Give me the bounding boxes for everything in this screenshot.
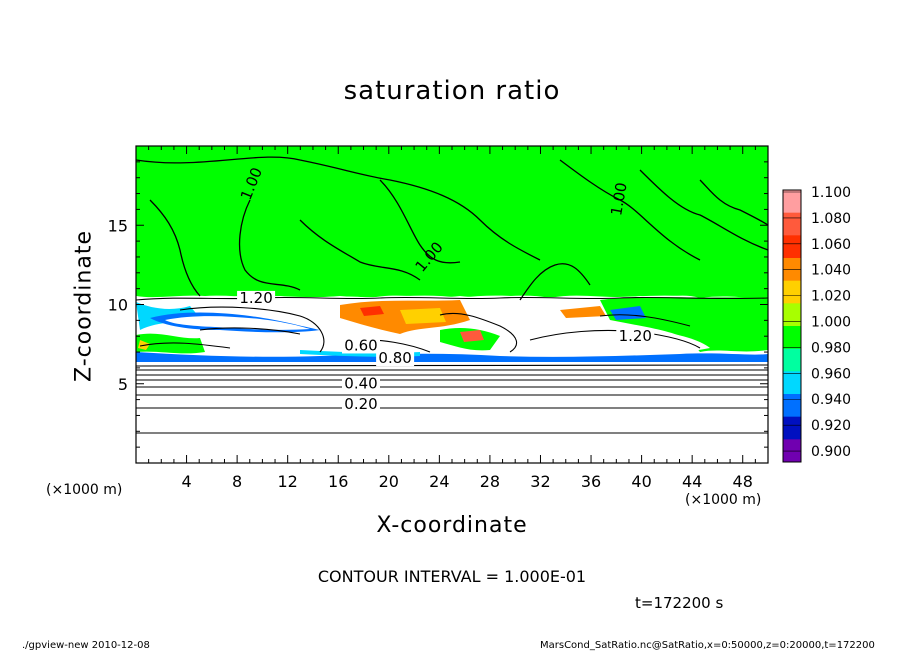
y-axis-label: Z-coordinate xyxy=(71,230,97,382)
colorbar-swatch xyxy=(783,280,801,304)
y-tick-label: 10 xyxy=(108,296,128,315)
colorbar-label: 1.100 xyxy=(811,185,851,201)
region-blue-base xyxy=(136,352,768,362)
colorbar-label: 0.900 xyxy=(811,444,851,460)
contour-label: 1.20 xyxy=(619,327,652,345)
colorbar-swatch xyxy=(783,235,801,259)
colorbar-label: 1.020 xyxy=(811,289,851,305)
region-orange-right xyxy=(560,306,606,318)
y-tick-label: 5 xyxy=(118,375,128,394)
contour-lines-lower xyxy=(136,364,768,434)
region-subsaturated xyxy=(136,362,768,463)
contour-label-bg xyxy=(376,351,415,367)
colorbar-swatch xyxy=(783,326,801,350)
region-yellow-mid xyxy=(400,308,446,324)
contour-label: 0.20 xyxy=(344,395,377,413)
x-tick-label: 12 xyxy=(278,472,298,491)
y-tick-label: 15 xyxy=(108,216,128,235)
contour-label-bg xyxy=(341,397,380,413)
contour-label-bg xyxy=(237,290,276,306)
region-blue-right xyxy=(610,306,646,320)
colorbar-swatch xyxy=(783,212,801,236)
contour-label-bg xyxy=(341,376,380,392)
x-axis-unit: (×1000 m) xyxy=(685,492,762,508)
time-label: t=172200 s xyxy=(635,594,724,612)
x-tick-label: 48 xyxy=(733,472,753,491)
colorbar-label: 0.980 xyxy=(811,340,851,356)
x-tick-label: 20 xyxy=(379,472,399,491)
colorbar-label: 1.000 xyxy=(811,315,851,331)
colorbar-label: 1.060 xyxy=(811,237,851,253)
colorbar-label: 0.920 xyxy=(811,418,851,434)
contour-label: 0.40 xyxy=(344,375,377,393)
colorbar-swatch xyxy=(783,190,801,214)
colorbar-swatch xyxy=(783,394,801,418)
contour-label: 0.60 xyxy=(344,336,377,354)
colorbar-swatch xyxy=(783,303,801,327)
colorbar-frame xyxy=(782,189,802,463)
x-tick-label: 16 xyxy=(328,472,348,491)
colorbar-swatch xyxy=(783,348,801,372)
x-tick-label: 36 xyxy=(581,472,601,491)
colorbar-label: 0.940 xyxy=(811,392,851,408)
region-white-lens-left xyxy=(165,316,310,330)
contour-interval: CONTOUR INTERVAL = 1.000E-01 xyxy=(317,567,587,586)
colorbar-swatch xyxy=(783,371,801,395)
contour-label: 0.80 xyxy=(378,349,411,367)
x-tick-label: 32 xyxy=(530,472,550,491)
colorbar-label: 1.040 xyxy=(811,263,851,279)
footer-right: MarsCond_SatRatio.nc@SatRatio,x=0:50000,… xyxy=(540,640,875,651)
contour-label: 1.00 xyxy=(607,181,631,217)
contour-label-bg xyxy=(341,338,380,354)
colorbar-swatch xyxy=(783,416,801,440)
contour-lines-upper xyxy=(136,156,768,301)
contour-label: 1.20 xyxy=(239,289,272,307)
x-tick-label: 28 xyxy=(480,472,500,491)
x-tick-label: 24 xyxy=(429,472,449,491)
x-tick-label: 44 xyxy=(682,472,702,491)
footer-left: ./gpview-new 2010-12-08 xyxy=(22,640,150,651)
colorbar-label: 0.960 xyxy=(811,366,851,382)
region-orange-mid2 xyxy=(460,330,484,342)
x-tick-label: 40 xyxy=(631,472,651,491)
colorbar-label: 1.080 xyxy=(811,211,851,227)
chart-title: saturation ratio xyxy=(343,76,561,106)
region-red-mid xyxy=(360,306,384,316)
contour-label-bg xyxy=(616,328,655,344)
x-axis-label: X-coordinate xyxy=(376,513,528,538)
y-axis-unit: (×1000 m) xyxy=(46,482,123,498)
region-saturated xyxy=(136,146,768,301)
x-tick-label: 4 xyxy=(181,472,191,491)
x-tick-label: 8 xyxy=(232,472,242,491)
